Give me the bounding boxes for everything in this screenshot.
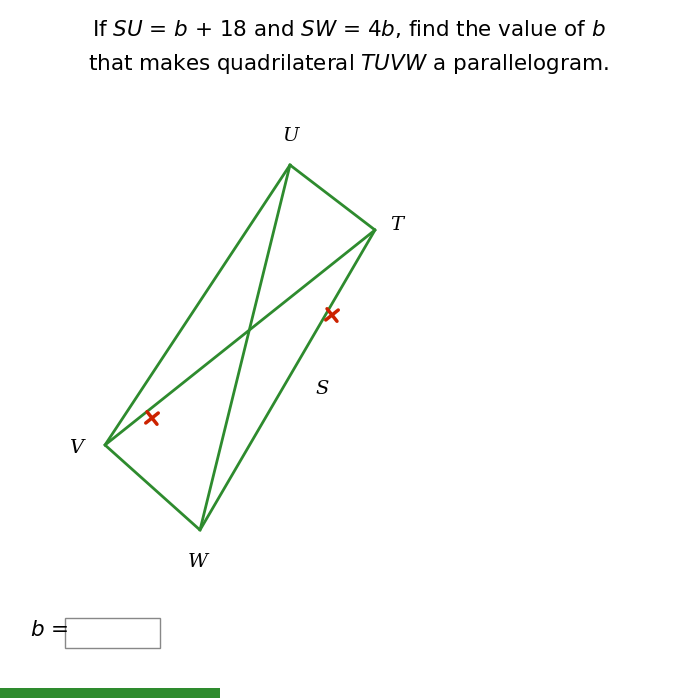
Text: W: W: [188, 553, 208, 571]
Text: that makes quadrilateral $\mathit{TUVW}$ a parallelogram.: that makes quadrilateral $\mathit{TUVW}$…: [88, 52, 609, 76]
Text: U: U: [282, 127, 298, 145]
Bar: [0, 688, 220, 698]
Text: $\mathit{b}$ =: $\mathit{b}$ =: [30, 620, 68, 640]
Text: T: T: [390, 216, 403, 234]
Text: V: V: [69, 439, 83, 457]
Text: If $\mathit{SU}$ = $\mathit{b}$ + 18 and $\mathit{SW}$ = 4$\mathit{b}$, find the: If $\mathit{SU}$ = $\mathit{b}$ + 18 and…: [91, 18, 606, 40]
Bar: [65, 618, 160, 648]
Text: S: S: [315, 380, 328, 398]
